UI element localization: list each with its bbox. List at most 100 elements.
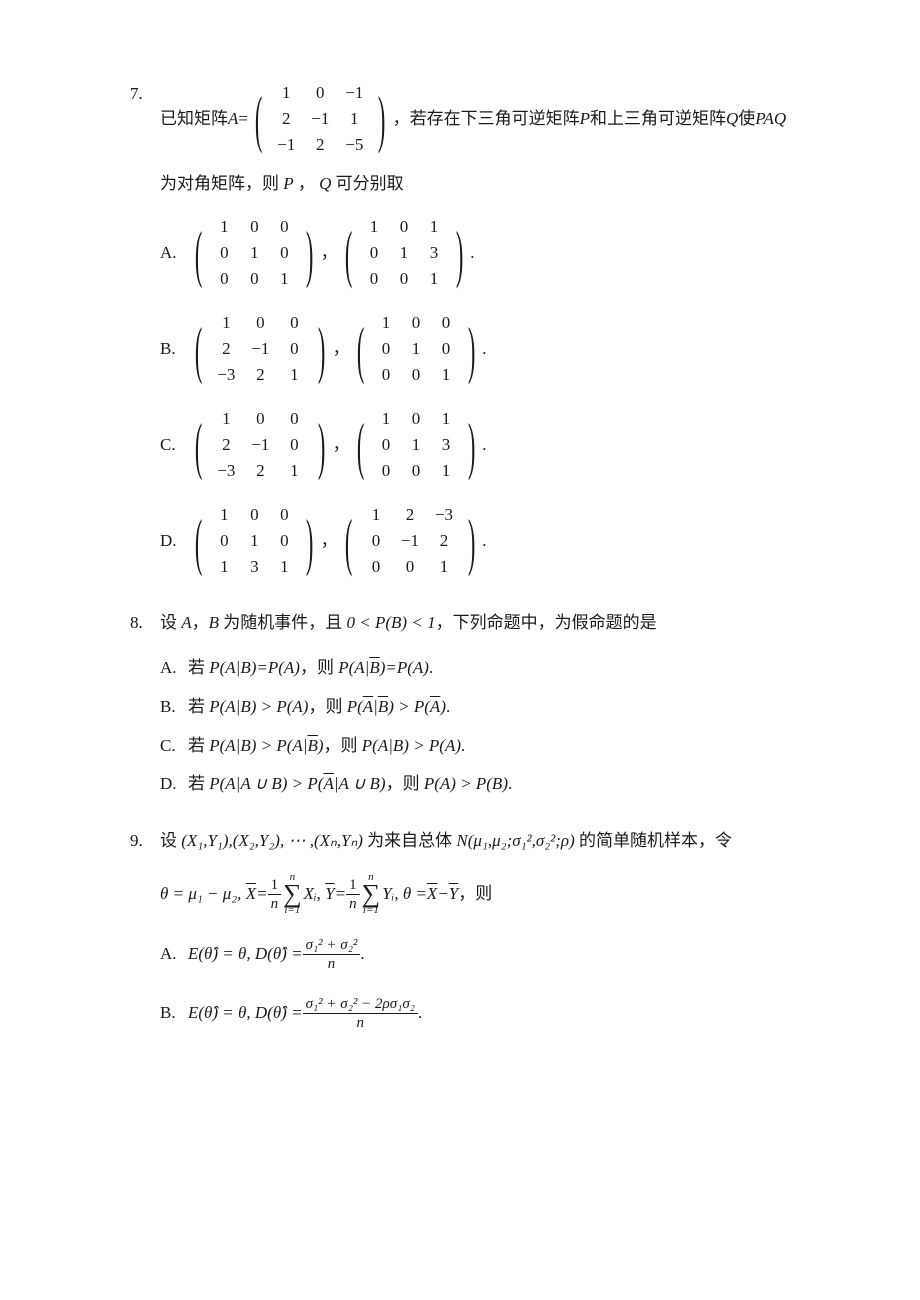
mb: 101013001: [359, 215, 449, 293]
rp: ): [318, 318, 325, 382]
q9-samples: (X₁,Y₁),(X₂,Y₂), ⋯ ,(Xₙ,Yₙ): [181, 831, 363, 850]
q9-option-A: A. E(θ̂) = θ, D(θ̂) = σ₁² + σ₂²n .: [160, 936, 820, 973]
q7B-sep: ，: [333, 335, 350, 364]
q9-number: 9.: [130, 827, 160, 856]
mA-00: 1: [269, 79, 303, 108]
q7B-content: (1002−10−321) ， (100010001) .: [188, 311, 820, 389]
c: 3: [419, 239, 449, 268]
q7-P: P: [580, 105, 590, 134]
c: 0: [269, 527, 299, 556]
c: 0: [209, 527, 239, 556]
q7C-content: (1002−10−321) ， (101013001) .: [188, 407, 820, 485]
c: 0: [359, 553, 393, 582]
mb: 100010001: [209, 215, 299, 293]
sb: i=1: [283, 905, 302, 916]
c: 0: [359, 527, 393, 556]
q7-option-A: A. (100010001) ， (101013001) .: [160, 215, 820, 293]
mA-12: 1: [337, 105, 371, 134]
c: 1: [371, 309, 401, 338]
mb: 101013001: [371, 407, 461, 485]
c: −1: [243, 431, 277, 460]
c: 0: [269, 213, 299, 242]
q8-A: A: [181, 613, 191, 632]
c: 1: [239, 527, 269, 556]
mb: 1002−10−321: [209, 407, 311, 485]
q7A-Q: (101013001): [338, 215, 471, 293]
f: P(A|A ∪ B) > P(: [209, 774, 323, 793]
c: 1: [431, 457, 461, 486]
q8-stem-pre: 设: [160, 613, 181, 632]
q8-mid: 为随机事件，且: [219, 613, 347, 632]
c: −3: [427, 501, 461, 530]
matrix-A-body: 10−1 2−11 −12−5: [269, 80, 371, 158]
q7D-Q: (12−30−12001): [338, 503, 483, 581]
c: −3: [209, 361, 243, 390]
sum1: n∑i=1: [283, 872, 302, 916]
q8-post: ，下列命题中，为假命题的是: [436, 613, 657, 632]
t: ，则: [386, 774, 424, 793]
c: 0: [239, 213, 269, 242]
c: 2: [393, 501, 427, 530]
q9-option-B: B. E(θ̂) = θ, D(θ̂) = σ₁² + σ₂² − 2ρσ₁σ₂…: [160, 995, 820, 1032]
mb: 100010001: [371, 311, 461, 389]
t: ，则: [308, 697, 346, 716]
bar: A: [363, 697, 373, 716]
rp: ): [318, 414, 325, 478]
t: 若: [188, 774, 209, 793]
c: 0: [401, 457, 431, 486]
xbar2: X: [427, 880, 437, 909]
eq2: =: [335, 880, 346, 909]
bar: B: [378, 697, 388, 716]
c: 1: [401, 335, 431, 364]
c: 3: [431, 431, 461, 460]
xbar: X: [246, 880, 256, 909]
end: ，则: [458, 880, 492, 909]
lp: (: [345, 222, 352, 286]
c: 1: [427, 553, 461, 582]
question-9: 9. 设 (X₁,Y₁),(X₂,Y₂), ⋯ ,(Xₙ,Yₙ) 为来自总体 N…: [130, 827, 820, 1032]
c: 0: [209, 239, 239, 268]
c: 0: [277, 405, 311, 434]
c: 0: [431, 335, 461, 364]
t: ，则: [300, 658, 338, 677]
c: 1: [401, 431, 431, 460]
t: 若: [188, 736, 209, 755]
c: 1: [239, 239, 269, 268]
q8D-content: 若 P(A|A ∪ B) > P(A|A ∪ B)，则 P(A) > P(B).: [188, 770, 820, 799]
q9-N: N: [456, 831, 467, 850]
q7C-sep: ，: [333, 431, 350, 460]
c: 0: [401, 361, 431, 390]
c: 1: [389, 239, 419, 268]
num: σ₁² + σ₂²: [303, 936, 361, 955]
c: 2: [209, 431, 243, 460]
f: P(A|B) > P(A): [362, 736, 461, 755]
bar: A: [430, 697, 440, 716]
q8C-label: C.: [160, 732, 188, 761]
q7-stem-pre: 已知矩阵: [160, 105, 228, 134]
c: 0: [239, 501, 269, 530]
q8-option-B: B. 若 P(A|B) > P(A)，则 P(A|B) > P(A).: [160, 693, 820, 722]
end: .: [461, 736, 465, 755]
sb: i=1: [362, 905, 381, 916]
den: n: [346, 895, 360, 913]
q7-cont-text: 为对角矩阵，则: [160, 174, 283, 193]
mA-11: −1: [303, 105, 337, 134]
bar: A: [323, 774, 333, 793]
t: 若: [188, 658, 209, 677]
c: 1: [431, 405, 461, 434]
q7D-label: D.: [160, 527, 188, 556]
c: 1: [269, 553, 299, 582]
q7C-end: .: [482, 431, 486, 460]
q9-stem: 设 (X₁,Y₁),(X₂,Y₂), ⋯ ,(Xₙ,Yₙ) 为来自总体 N(μ₁…: [160, 827, 820, 856]
q7B-P: (1002−10−321): [188, 311, 333, 389]
c: 0: [389, 265, 419, 294]
q7-option-D: D. (100010131) ， (12−30−12001) .: [160, 503, 820, 581]
bar: B: [307, 736, 317, 755]
q9-mid2: 的简单随机样本，令: [575, 831, 732, 850]
end: .: [418, 999, 422, 1028]
sigma-icon: ∑: [283, 883, 302, 905]
q7B-Q: (100010001): [350, 311, 483, 389]
c: 1: [209, 553, 239, 582]
c: 0: [389, 213, 419, 242]
den: n: [303, 955, 361, 973]
